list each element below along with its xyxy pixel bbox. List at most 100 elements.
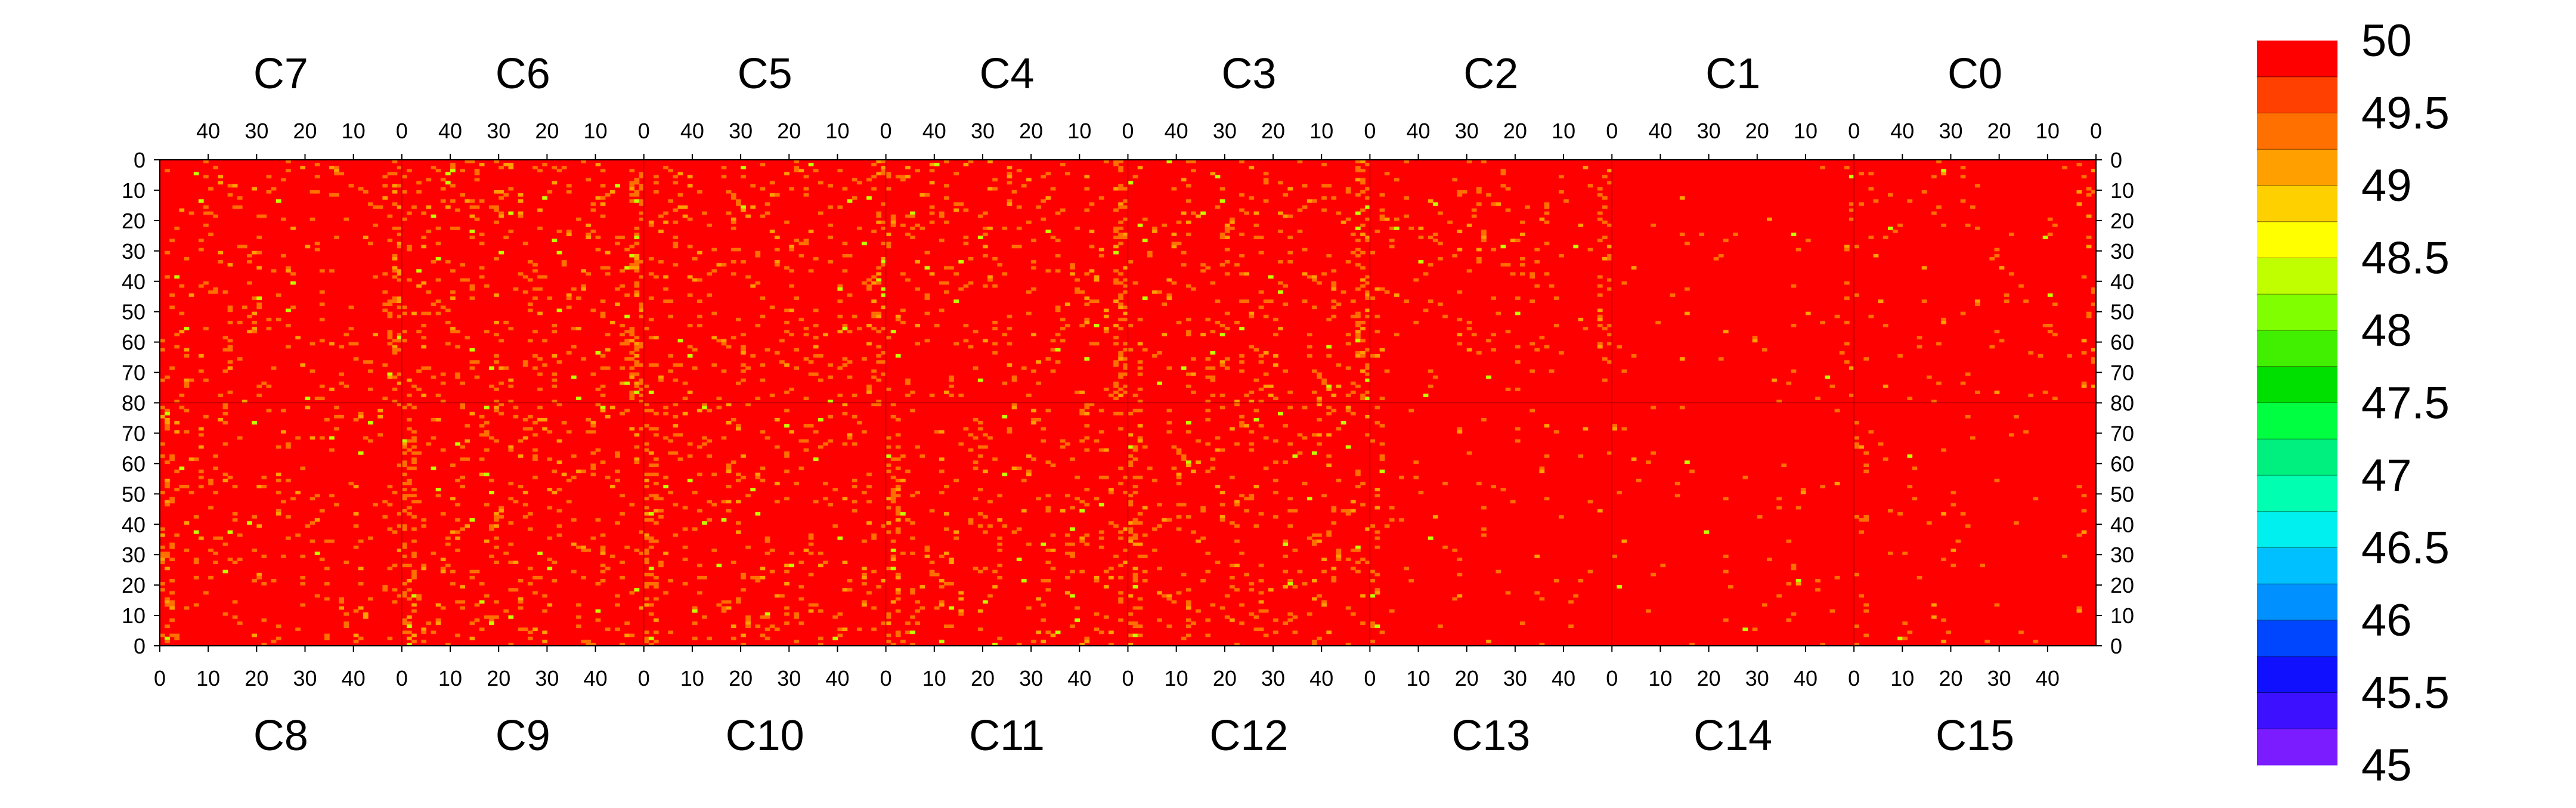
heatmap-cell <box>1185 233 1191 236</box>
heatmap-cell <box>1960 199 1966 203</box>
heatmap-cell <box>566 293 572 297</box>
heatmap-cell <box>339 597 345 601</box>
heatmap-cell <box>697 509 702 513</box>
heatmap-cell <box>803 448 809 452</box>
heatmap-cell <box>741 166 746 169</box>
heatmap-cell <box>673 208 679 212</box>
heatmap-cell <box>1791 564 1797 568</box>
heatmap-cell <box>668 630 674 634</box>
heatmap-cell <box>1253 408 1259 413</box>
heatmap-cell <box>881 372 887 376</box>
heatmap-cell <box>1471 208 1477 212</box>
heatmap-cell <box>222 336 228 340</box>
heatmap-cell <box>286 324 291 327</box>
heatmap-cell <box>944 624 949 629</box>
heatmap-cell <box>2052 333 2058 337</box>
heatmap-cell <box>1118 466 1123 470</box>
heatmap-cell <box>1147 253 1153 258</box>
heatmap-cell <box>363 615 369 619</box>
heatmap-cell <box>629 169 635 172</box>
heatmap-cell <box>929 163 935 166</box>
heatmap-cell <box>639 363 645 367</box>
heatmap-cell <box>1916 345 1922 349</box>
heatmap-cell <box>1079 411 1085 416</box>
heatmap-cell <box>469 360 475 364</box>
heatmap-cell <box>1258 627 1264 631</box>
heatmap-cell <box>1181 263 1187 267</box>
heatmap-cell <box>794 348 800 352</box>
heatmap-cell <box>1370 250 1376 255</box>
heatmap-cell <box>286 269 291 273</box>
heatmap-cell <box>343 217 349 221</box>
heatmap-cell <box>726 469 732 473</box>
heatmap-cell <box>697 591 702 595</box>
heatmap-cell <box>721 609 727 613</box>
heatmap-cell <box>469 230 475 233</box>
heatmap-cell <box>862 491 867 494</box>
heatmap-cell <box>309 521 315 525</box>
heatmap-cell <box>324 597 330 601</box>
heatmap-cell <box>416 190 422 194</box>
heatmap-cell <box>1215 205 1221 209</box>
heatmap-cell <box>208 211 213 215</box>
heatmap-cell <box>1273 618 1278 622</box>
heatmap-cell <box>764 636 770 640</box>
heatmap-cell <box>1147 466 1153 470</box>
heatmap-cell <box>1011 190 1017 194</box>
heatmap-cell <box>648 272 654 276</box>
heatmap-cell <box>987 160 993 163</box>
heatmap-cell <box>397 594 402 598</box>
heatmap-cell <box>1287 236 1293 240</box>
heatmap-cell <box>620 494 625 497</box>
heatmap-cell <box>469 236 475 240</box>
heatmap-cell <box>1374 330 1380 333</box>
heatmap-cell <box>1045 269 1051 273</box>
heatmap-cell <box>416 369 422 373</box>
heatmap-cell <box>1317 636 1322 640</box>
heatmap-cell <box>1336 211 1342 215</box>
heatmap-cell <box>692 491 698 494</box>
heatmap-cell <box>789 430 794 434</box>
heatmap-cell <box>1219 187 1225 191</box>
heatmap-cell <box>494 360 499 364</box>
heatmap-cell <box>266 384 272 388</box>
heatmap-cell <box>547 190 553 194</box>
heatmap-cell <box>1215 561 1221 565</box>
heatmap-cell <box>547 457 553 461</box>
heatmap-cell <box>450 582 456 586</box>
panel-label-bottom: C9 <box>496 712 550 760</box>
heatmap-cell <box>697 408 702 413</box>
heatmap-cell <box>2091 302 2097 307</box>
heatmap-cell <box>1742 627 1748 631</box>
heatmap-cell <box>1185 220 1191 224</box>
heatmap-cell <box>1989 257 1995 261</box>
heatmap-cell <box>256 305 262 309</box>
panel-label-top: C2 <box>1463 50 1518 98</box>
heatmap-cell <box>605 272 611 276</box>
heatmap-cell <box>1370 594 1376 598</box>
heatmap-cell <box>823 561 828 565</box>
heatmap-cell <box>982 566 988 571</box>
heatmap-cell <box>184 521 190 525</box>
heatmap-cell <box>944 485 949 488</box>
heatmap-cell <box>1520 621 1525 625</box>
heatmap-cell <box>1176 242 1182 246</box>
heatmap-cell <box>789 244 794 249</box>
heatmap-cell <box>522 360 528 364</box>
heatmap-cell <box>1210 603 1216 607</box>
heatmap-cell <box>160 582 165 586</box>
heatmap-cell <box>915 169 921 172</box>
heatmap-cell <box>634 233 640 236</box>
heatmap-cell <box>1321 600 1327 604</box>
heatmap-cell <box>1002 333 1008 337</box>
heatmap-cell <box>1544 242 1550 246</box>
heatmap-cell <box>2076 609 2082 613</box>
heatmap-cell <box>586 233 592 236</box>
heatmap-cell <box>1152 527 1157 531</box>
heatmap-cell <box>1118 597 1123 601</box>
heatmap-cell <box>522 242 528 246</box>
heatmap-cell <box>682 381 688 385</box>
heatmap-cell <box>1510 239 1516 243</box>
heatmap-cell <box>275 478 281 482</box>
heatmap-cell <box>586 236 592 240</box>
